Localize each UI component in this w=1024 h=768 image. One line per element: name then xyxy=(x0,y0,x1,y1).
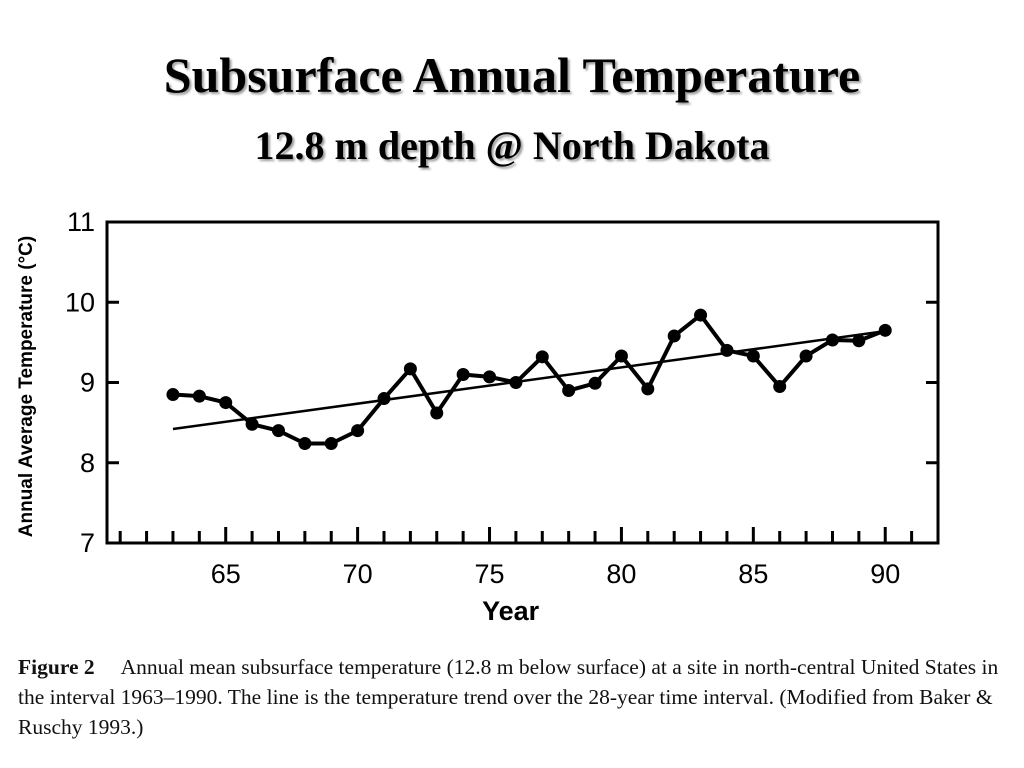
x-tick-label: 85 xyxy=(738,559,768,589)
y-tick-label: 11 xyxy=(67,207,95,237)
data-point xyxy=(588,376,602,390)
temperature-chart: 7 8 9 10 11 65 70 75 80 85 90 Year Annual Average Te… xyxy=(16,207,940,626)
data-point xyxy=(430,406,444,420)
data-point xyxy=(324,436,338,450)
y-tick-label: 9 xyxy=(80,368,95,398)
data-point xyxy=(351,424,365,438)
x-tick-label: 65 xyxy=(211,559,241,589)
y-tick-label: 10 xyxy=(65,287,95,317)
data-point xyxy=(166,388,180,402)
data-point xyxy=(614,349,628,363)
data-point xyxy=(271,424,285,438)
figure-caption-label: Figure 2 xyxy=(18,655,95,679)
data-point xyxy=(377,392,391,406)
data-point xyxy=(219,396,233,410)
x-tick-label: 70 xyxy=(343,559,373,589)
data-point xyxy=(667,329,681,343)
page-title: Subsurface Annual Temperature xyxy=(163,47,861,103)
data-point xyxy=(245,417,259,431)
data-point xyxy=(483,370,497,384)
data-point xyxy=(878,323,892,337)
data-point xyxy=(192,389,206,403)
data-point xyxy=(298,436,312,450)
y-axis-label: Annual Average Temperature (°C) xyxy=(16,236,37,537)
data-point xyxy=(694,308,708,322)
data-point xyxy=(641,382,655,396)
page-subtitle: 12.8 m depth @ North Dakota xyxy=(254,123,770,168)
data-point xyxy=(825,333,839,347)
data-point xyxy=(456,367,470,381)
plot-frame xyxy=(105,220,940,545)
figure-caption-text: Annual mean subsurface temperature (12.8… xyxy=(18,655,999,739)
data-point xyxy=(852,334,866,348)
data-point xyxy=(799,349,813,363)
x-axis-label: Year xyxy=(482,596,540,626)
trend-line xyxy=(172,329,886,431)
x-tick-label: 80 xyxy=(606,559,636,589)
data-point xyxy=(773,380,787,394)
data-point xyxy=(562,384,576,398)
x-tick-label: 90 xyxy=(870,559,900,589)
x-tick-label: 75 xyxy=(475,559,505,589)
data-point xyxy=(403,362,417,376)
data-point xyxy=(746,349,760,363)
y-tick-label: 8 xyxy=(80,448,95,478)
data-point xyxy=(535,350,549,364)
figure-caption: Figure 2 Annual mean subsurface temperatu… xyxy=(18,652,1008,742)
data-point xyxy=(720,343,734,357)
series-line xyxy=(172,313,886,446)
y-tick-label: 7 xyxy=(80,528,95,558)
data-point xyxy=(509,376,523,389)
